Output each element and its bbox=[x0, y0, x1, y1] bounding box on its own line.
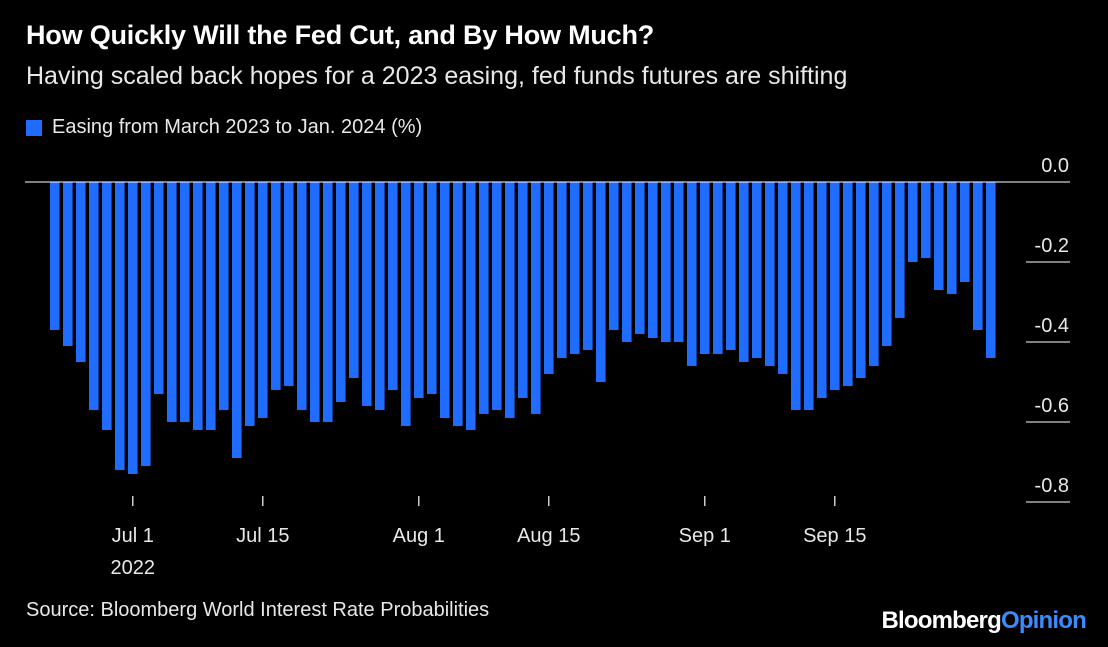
bar bbox=[414, 182, 424, 398]
bar bbox=[440, 182, 450, 418]
bar bbox=[128, 182, 138, 474]
bar bbox=[882, 182, 892, 346]
bar bbox=[76, 182, 86, 362]
bar bbox=[778, 182, 788, 374]
bar bbox=[973, 182, 983, 330]
bar bbox=[570, 182, 580, 354]
x-tick-label: Jul 15 bbox=[236, 525, 289, 547]
bar bbox=[336, 182, 346, 402]
bar bbox=[583, 182, 593, 350]
bar bbox=[869, 182, 879, 366]
bar bbox=[388, 182, 398, 390]
bar bbox=[375, 182, 385, 410]
bar bbox=[843, 182, 853, 386]
bar bbox=[193, 182, 203, 430]
bar bbox=[700, 182, 710, 354]
chart-title: How Quickly Will the Fed Cut, and By How… bbox=[26, 20, 655, 50]
bar bbox=[323, 182, 333, 422]
bar bbox=[518, 182, 528, 398]
y-tick-label: -0.4 bbox=[1035, 315, 1069, 337]
bar bbox=[856, 182, 866, 378]
bar bbox=[921, 182, 931, 258]
bar bbox=[206, 182, 216, 430]
bar bbox=[362, 182, 372, 406]
bar bbox=[544, 182, 554, 374]
bar bbox=[596, 182, 606, 382]
bar bbox=[50, 182, 60, 330]
bar bbox=[63, 182, 73, 346]
legend-label: Easing from March 2023 to Jan. 2024 (%) bbox=[52, 116, 423, 138]
bar bbox=[245, 182, 255, 426]
bar bbox=[622, 182, 632, 342]
bar bbox=[895, 182, 905, 318]
chart-subtitle: Having scaled back hopes for a 2023 easi… bbox=[26, 62, 848, 90]
bar bbox=[297, 182, 307, 410]
bar bbox=[427, 182, 437, 394]
bar bbox=[739, 182, 749, 362]
bar bbox=[713, 182, 723, 354]
bar bbox=[154, 182, 164, 394]
bloomberg-opinion-logo: BloombergOpinion bbox=[881, 607, 1086, 635]
bar bbox=[986, 182, 996, 358]
bar bbox=[271, 182, 281, 390]
bar bbox=[817, 182, 827, 398]
bar bbox=[726, 182, 736, 350]
logo-brand: Bloomberg bbox=[881, 607, 1001, 634]
bar bbox=[505, 182, 515, 418]
legend-swatch bbox=[26, 119, 42, 136]
bar bbox=[167, 182, 177, 422]
bar bbox=[102, 182, 112, 430]
bar bbox=[531, 182, 541, 414]
bar-chart: 0.0 -0.2 -0.4 -0.6 -0.8 Jul 1 2022 Jul 15 Aug 1 A… bbox=[25, 155, 1070, 579]
bar bbox=[258, 182, 268, 418]
x-tick-label: Sep 1 bbox=[679, 525, 731, 547]
bar bbox=[349, 182, 359, 378]
bar bbox=[557, 182, 567, 358]
bar bbox=[960, 182, 970, 282]
bar bbox=[284, 182, 294, 386]
bar bbox=[635, 182, 645, 334]
bar bbox=[804, 182, 814, 410]
x-tick-label: Jul 1 bbox=[112, 525, 154, 547]
x-tick-sublabel: 2022 bbox=[111, 557, 156, 579]
bar bbox=[115, 182, 125, 470]
bar bbox=[219, 182, 229, 410]
bar bbox=[479, 182, 489, 414]
bar bbox=[141, 182, 151, 466]
x-tick-label: Aug 1 bbox=[393, 525, 445, 547]
bar bbox=[947, 182, 957, 294]
bar bbox=[674, 182, 684, 342]
y-tick-label: -0.2 bbox=[1035, 235, 1069, 257]
bar bbox=[492, 182, 502, 410]
bar bbox=[453, 182, 463, 426]
bar bbox=[908, 182, 918, 262]
x-tick-label: Sep 15 bbox=[803, 525, 866, 547]
bar bbox=[830, 182, 840, 390]
bar bbox=[934, 182, 944, 290]
bar bbox=[791, 182, 801, 410]
bar bbox=[466, 182, 476, 430]
bar bbox=[661, 182, 671, 342]
bar bbox=[89, 182, 99, 410]
bar bbox=[232, 182, 242, 458]
y-tick-label: -0.6 bbox=[1035, 395, 1069, 417]
logo-product: Opinion bbox=[1000, 607, 1087, 634]
x-tick-label: Aug 15 bbox=[517, 525, 580, 547]
source-note: Source: Bloomberg World Interest Rate Pr… bbox=[26, 599, 490, 621]
y-tick-label: -0.8 bbox=[1035, 475, 1069, 497]
bar bbox=[609, 182, 619, 330]
bar bbox=[180, 182, 190, 422]
bar bbox=[401, 182, 411, 426]
bar bbox=[310, 182, 320, 422]
y-tick-label: 0.0 bbox=[1041, 155, 1069, 177]
legend: Easing from March 2023 to Jan. 2024 (%) bbox=[26, 116, 422, 139]
bar bbox=[648, 182, 658, 338]
bar bbox=[765, 182, 775, 366]
bar bbox=[752, 182, 762, 358]
bar bbox=[687, 182, 697, 366]
